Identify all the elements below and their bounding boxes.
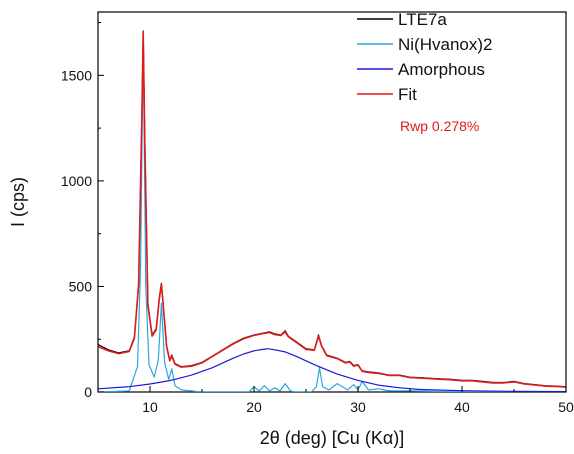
- series-line-lte7a: [98, 30, 566, 388]
- legend: LTE7a Ni(Hvanox)2 Amorphous Fit: [357, 10, 492, 104]
- x-axis-label: 2θ (deg) [Cu (Kα)]: [260, 428, 404, 448]
- legend-label-amorphous: Amorphous: [398, 60, 485, 79]
- y-axis-label: I (cps): [8, 177, 28, 227]
- plot-frame: [97, 11, 567, 393]
- series-line-ni-hvanox-2: [98, 43, 566, 392]
- x-tick-label: 40: [454, 399, 470, 415]
- y-tick-label: 1500: [61, 67, 92, 83]
- y-tick-label: 500: [69, 278, 93, 294]
- y-tick-label: 0: [84, 384, 92, 400]
- x-tick-label: 10: [142, 399, 158, 415]
- x-axis-ticks: 10 20 30 40 50: [97, 386, 574, 415]
- legend-label-fit: Fit: [398, 85, 417, 104]
- rwp-annotation: Rwp 0.278%: [400, 118, 479, 134]
- y-tick-label: 1000: [61, 173, 92, 189]
- y-axis-ticks: 0 500 1000 1500: [61, 22, 104, 400]
- series-line-amorphous: [98, 348, 566, 392]
- x-tick-label: 20: [246, 399, 262, 415]
- x-tick-label: 30: [350, 399, 366, 415]
- legend-label-lte7a: LTE7a: [398, 10, 447, 29]
- legend-label-ni-hvanox-2: Ni(Hvanox)2: [398, 35, 492, 54]
- series-layer: [98, 30, 566, 392]
- series-line-fit: [98, 31, 566, 388]
- x-tick-label: 50: [558, 399, 574, 415]
